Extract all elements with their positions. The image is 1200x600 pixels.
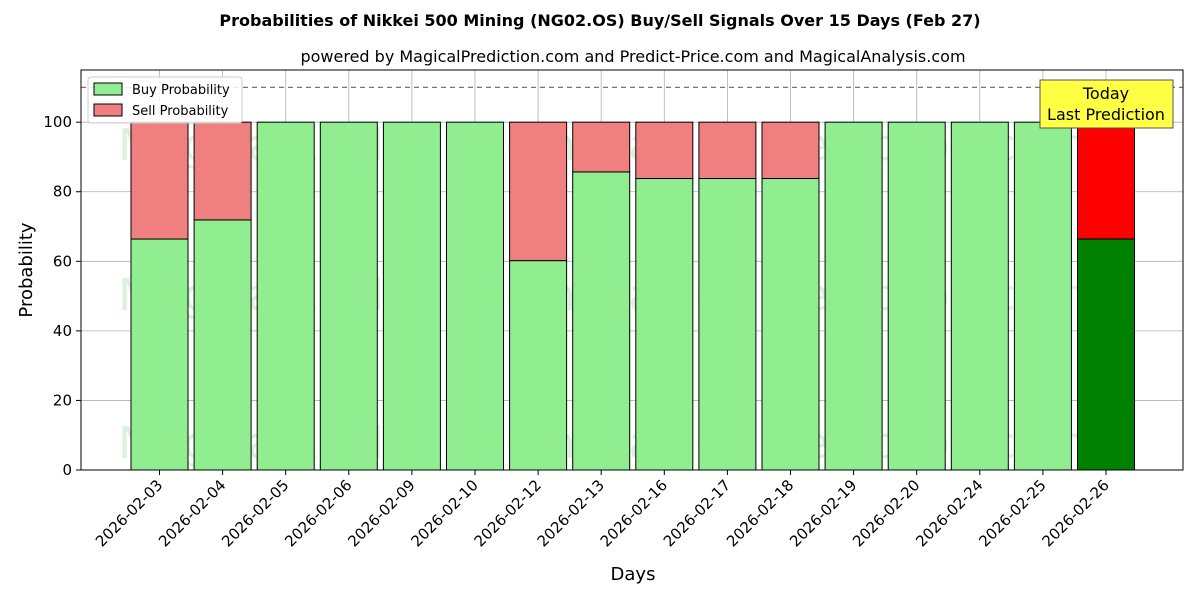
legend-frame [87, 76, 243, 124]
bar-buy [382, 121, 441, 471]
x-tick-label: 2026-02-19 [786, 476, 860, 550]
bar-sell [130, 121, 189, 240]
bar-sell [1077, 121, 1135, 240]
x-tick-label: 2026-02-17 [660, 476, 734, 550]
legend-swatch-sell [93, 103, 123, 117]
x-tick-label: 2026-02-18 [723, 476, 797, 550]
legend: Buy Probability Sell Probability [87, 76, 243, 124]
y-axis-label: Probability [16, 222, 37, 317]
x-tick-label: 2026-02-12 [471, 476, 545, 550]
x-tick-label: 2026-02-09 [344, 476, 418, 550]
legend-label-sell: Sell Probability [132, 104, 229, 119]
x-tick-label: 2026-02-25 [975, 476, 1049, 550]
bar-buy [572, 171, 631, 471]
today-annotation: Today Last Prediction [1039, 79, 1174, 129]
bar-sell [761, 121, 820, 180]
y-tick-label: 40 [53, 322, 72, 340]
bar-buy [319, 121, 378, 471]
bar-buy [1077, 238, 1135, 471]
y-tick-label: 60 [53, 252, 72, 270]
bar-buy [1013, 121, 1072, 471]
bar-buy [761, 178, 820, 471]
y-tick-label: 80 [53, 183, 72, 201]
bar-sell [635, 121, 694, 180]
x-tick-label: 2026-02-24 [912, 476, 986, 550]
bar-buy [950, 121, 1009, 471]
x-tick-label: 2026-02-03 [92, 476, 166, 550]
x-tick-label: 2026-02-05 [218, 476, 292, 550]
bar-buy [193, 219, 252, 471]
y-tick-label: 0 [62, 461, 72, 479]
bar-buy [698, 178, 757, 471]
y-tick-label: 100 [43, 113, 72, 131]
bars [130, 121, 1135, 471]
x-axis-label: Days [611, 564, 656, 585]
bar-sell [509, 121, 568, 262]
bar-buy [824, 121, 883, 471]
x-tick-label: 2026-02-16 [597, 476, 671, 550]
bar-buy [887, 121, 946, 471]
legend-label-buy: Buy Probability [132, 83, 230, 98]
x-tick-label: 2026-02-13 [534, 476, 608, 550]
bar-sell [572, 121, 631, 173]
bar-buy [256, 121, 315, 471]
bar-sell [193, 121, 252, 221]
y-tick-label: 20 [53, 391, 72, 409]
bar-sell [698, 121, 757, 180]
bar-buy [446, 121, 504, 471]
bar-buy [130, 238, 189, 471]
bar-buy [509, 260, 568, 471]
x-tick-label: 2026-02-06 [281, 476, 355, 550]
x-tick-label: 2026-02-26 [1038, 476, 1112, 550]
chart-title: Probabilities of Nikkei 500 Mining (NG02… [219, 11, 980, 30]
today-annotation-box [1039, 79, 1174, 129]
x-tick-label: 2026-02-04 [155, 476, 229, 550]
chart-subtitle: powered by MagicalPrediction.com and Pre… [300, 47, 965, 66]
x-tick-label: 2026-02-10 [407, 476, 481, 550]
x-axis: 2026-02-032026-02-042026-02-052026-02-06… [92, 470, 1113, 550]
today-annotation-line1: Today [1082, 84, 1129, 103]
bar-buy [635, 178, 694, 471]
today-annotation-line2: Last Prediction [1047, 105, 1165, 124]
legend-swatch-buy [93, 82, 123, 96]
x-tick-label: 2026-02-20 [849, 476, 923, 550]
plot-frame [80, 69, 1184, 471]
y-axis: 0 20 40 60 80 100 [43, 113, 81, 479]
